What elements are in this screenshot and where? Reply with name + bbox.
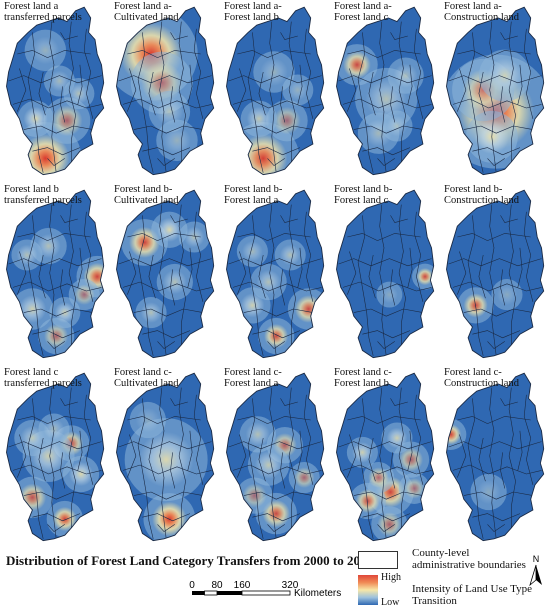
heatmap-svg [6,372,105,542]
heatmap-svg [226,6,325,176]
legend-high-label: High [381,572,401,583]
heatmap-svg [336,372,435,542]
map-panel: Forest land b- Construction land [440,183,548,363]
heatmap-svg [446,189,545,359]
scale-unit: Kilometers [294,588,341,599]
panel-title: Forest land c- Cultivated land [114,367,179,389]
panel-title: Forest land a transferred parcels [4,1,82,23]
heatmap-svg [336,189,435,359]
figure-title: Distribution of Forest Land Category Tra… [6,553,373,568]
north-arrow-icon: N [529,554,542,587]
scale-tick-160: 160 [234,580,251,591]
panel-title: Forest land b- Cultivated land [114,184,179,206]
heatmap-svg [336,6,435,176]
map-panel: Forest land b- Forest land a [220,183,328,363]
map-panel: Forest land c- Cultivated land [110,366,218,546]
heatmap-svg [446,6,545,176]
heatmap-svg [446,372,545,542]
map-panel: Forest land a- Construction land [440,0,548,180]
panel-title: Forest land c transferred parcels [4,367,82,389]
legend-low-label: Low [381,597,400,608]
map-panel: Forest land c transferred parcels [0,366,108,546]
panel-title: Forest land a- Cultivated land [114,1,179,23]
panel-title: Forest land b- Forest land c [334,184,393,206]
map-panel: Forest land c- Construction land [440,366,548,546]
map-panel: Forest land b transferred parcels [0,183,108,363]
map-panel: Forest land a- Forest land b [220,0,328,180]
scale-bar: 0 80 160 320 Kilometers [189,580,341,599]
intensity-legend-label: Intensity of Land Use Type Transition [412,583,533,607]
boundary-legend-swatch [358,551,398,569]
map-panel: Forest land b- Forest land c [330,183,438,363]
panel-title: Forest land b transferred parcels [4,184,82,206]
panel-title: Forest land a- Forest land c [334,1,392,23]
map-grid: Forest land a transferred parcels Forest … [0,0,548,546]
panel-title: Forest land c- Forest land a [224,367,282,389]
heatmap-svg [6,6,105,176]
panel-title: Forest land c- Forest land b [334,367,392,389]
panel-title: Forest land b- Forest land a [224,184,283,206]
map-panel: Forest land b- Cultivated land [110,183,218,363]
boundary-legend-label: County-level administrative boundaries [412,547,526,571]
panel-title: Forest land a- Construction land [444,1,519,23]
panel-title: Forest land b- Construction land [444,184,519,206]
scale-tick-320: 320 [282,580,299,591]
map-panel: Forest land a- Cultivated land [110,0,218,180]
panel-title: Forest land a- Forest land b [224,1,282,23]
intensity-color-ramp [358,575,378,605]
panel-title: Forest land c- Construction land [444,367,519,389]
heatmap-svg [226,372,325,542]
heatmap-svg [116,189,215,359]
map-panel: Forest land a transferred parcels [0,0,108,180]
scale-tick-0: 0 [189,580,195,591]
map-panel: Forest land a- Forest land c [330,0,438,180]
north-label: N [533,554,540,564]
heatmap-svg [116,6,215,176]
map-panel: Forest land c- Forest land b [330,366,438,546]
scale-tick-80: 80 [211,580,223,591]
heatmap-svg [6,189,105,359]
heatmap-svg [116,372,215,542]
heatmap-svg [226,189,325,359]
map-panel: Forest land c- Forest land a [220,366,328,546]
